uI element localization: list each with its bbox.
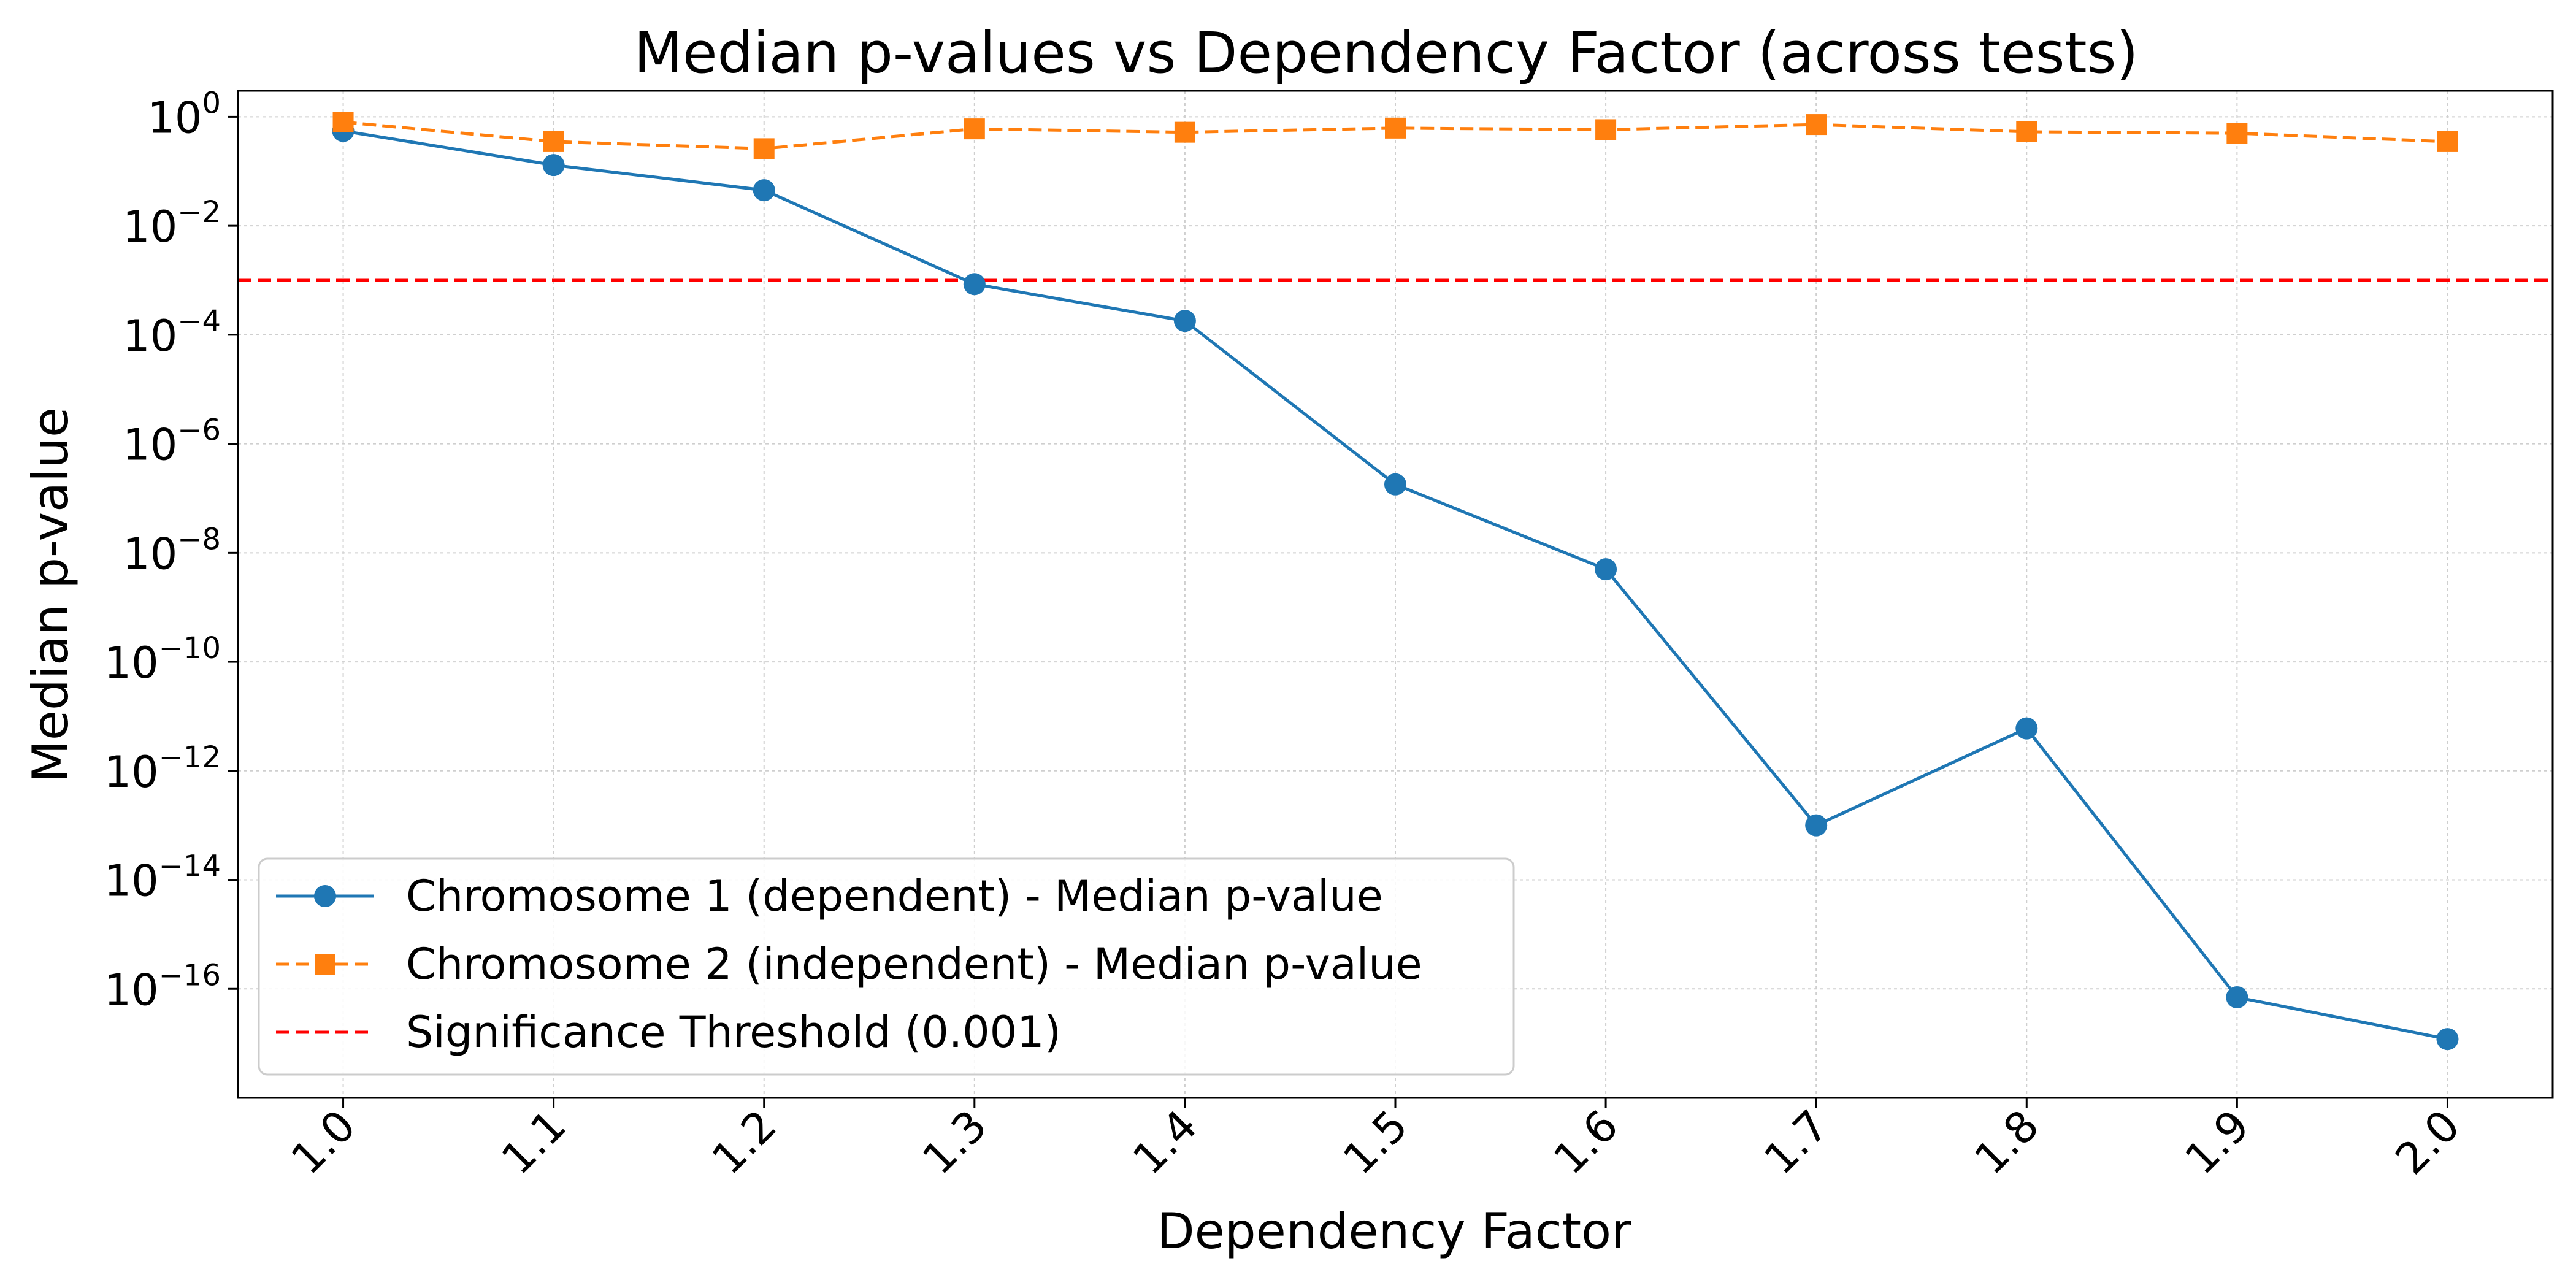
chart-title: Median p-values vs Dependency Factor (ac…: [634, 20, 2139, 86]
series-2-point: [543, 131, 564, 152]
y-tick-label: 10−12: [104, 740, 221, 797]
legend-box: [258, 857, 1515, 1076]
y-axis-label: Median p-value: [22, 407, 79, 783]
y-tick-base: 10: [123, 420, 177, 470]
y-tick-base: 10: [123, 529, 177, 579]
y-tick-exponent: −10: [159, 631, 221, 665]
series-1-point: [753, 179, 775, 202]
y-tick-exponent: −4: [177, 304, 221, 339]
y-tick-base: 10: [123, 202, 177, 252]
y-tick-exponent: −8: [177, 522, 221, 556]
series-2-point: [1595, 119, 1617, 140]
y-tick-base: 10: [123, 311, 177, 361]
series-1-point: [2226, 986, 2248, 1009]
y-tick-label: 10−8: [123, 522, 221, 579]
y-tick-exponent: −12: [159, 740, 221, 775]
y-tick-base: 10: [104, 856, 159, 907]
series-1-point: [1595, 558, 1617, 581]
y-tick-label: 10−14: [104, 849, 221, 907]
legend-label: Significance Threshold (0.001): [406, 1007, 1061, 1057]
legend-items: Chromosome 1 (dependent) - Median p-valu…: [276, 871, 1422, 1057]
y-tick-exponent: 0: [202, 86, 221, 120]
series-2-point: [1806, 114, 1827, 136]
y-tick-label: 10−6: [123, 413, 221, 470]
y-tick-exponent: −16: [159, 958, 221, 992]
y-tick-base: 10: [104, 747, 159, 797]
y-tick-label: 100: [147, 86, 221, 143]
series-2-point: [2016, 121, 2037, 142]
series-2-point: [1174, 121, 1195, 143]
series-2-point: [2226, 123, 2248, 144]
series-1-point: [2436, 1028, 2459, 1051]
y-tick-exponent: −6: [177, 413, 221, 448]
series-1-point: [2015, 717, 2038, 740]
series-2-point: [964, 118, 985, 140]
y-tick-label: 10−2: [123, 195, 221, 252]
legend: Chromosome 1 (dependent) - Median p-valu…: [258, 857, 1515, 1076]
series-layer: [332, 112, 2459, 1051]
y-tick-base: 10: [104, 638, 159, 688]
x-axis-label: Dependency Factor: [1157, 1203, 1631, 1260]
series-1-point: [1805, 814, 1828, 837]
y-tick-base: 10: [147, 93, 202, 143]
legend-label: Chromosome 2 (independent) - Median p-va…: [406, 939, 1422, 989]
series-1-point: [963, 273, 986, 296]
series-2-point: [332, 112, 354, 133]
series-1-point: [542, 154, 565, 177]
series-1-point: [1384, 473, 1406, 496]
legend-swatch-marker: [314, 885, 336, 907]
y-tick-exponent: −2: [177, 195, 221, 229]
legend-label: Chromosome 1 (dependent) - Median p-valu…: [406, 871, 1383, 921]
series-2-point: [2437, 131, 2458, 152]
y-tick-exponent: −14: [159, 849, 221, 884]
grid: [238, 91, 2553, 1098]
series-1-point: [1173, 310, 1196, 332]
y-tick-label: 10−10: [104, 631, 221, 688]
series-2-line: [343, 120, 2448, 150]
y-tick-base: 10: [104, 965, 159, 1015]
y-tick-label: 10−16: [104, 958, 221, 1015]
series-2-point: [1385, 117, 1406, 139]
series-2-point: [753, 138, 775, 159]
legend-swatch-marker: [315, 954, 335, 975]
y-tick-label: 10−4: [123, 304, 221, 361]
